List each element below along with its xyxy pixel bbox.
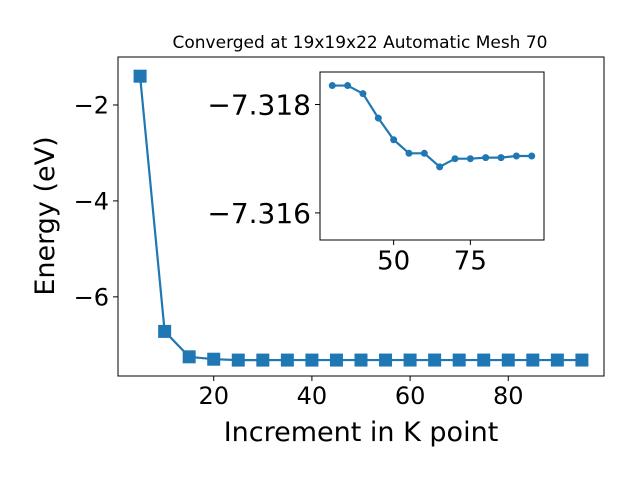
data-point <box>436 163 444 171</box>
data-point <box>466 155 474 163</box>
y-tick-label: −6 <box>74 283 109 311</box>
data-point <box>420 149 428 157</box>
data-point <box>379 353 393 367</box>
data-point <box>390 136 398 144</box>
data-point <box>477 353 491 367</box>
y-tick-label: −7.316 <box>207 197 311 230</box>
inset-axes-frame <box>319 71 545 241</box>
y-tick-label: −7.318 <box>207 89 311 122</box>
data-point <box>452 353 466 367</box>
data-point <box>482 154 490 162</box>
data-point <box>280 353 294 367</box>
y-tick-label: −2 <box>74 92 109 120</box>
x-tick-label: 60 <box>395 382 426 410</box>
data-point <box>207 352 221 366</box>
data-point <box>528 152 536 160</box>
y-tick-label: −4 <box>74 188 109 216</box>
x-tick-label: 75 <box>454 247 487 277</box>
data-point <box>428 353 442 367</box>
data-point <box>182 350 196 364</box>
data-point <box>359 90 367 98</box>
data-point <box>133 69 147 83</box>
x-tick-label: 40 <box>297 382 328 410</box>
data-point <box>374 114 382 122</box>
data-point <box>501 353 515 367</box>
data-point <box>512 152 520 160</box>
data-point <box>231 353 245 367</box>
main-plot-area: 20 40 60 80 −2 −4 −6 <box>74 69 589 410</box>
data-point <box>329 353 343 367</box>
main-axes-frame <box>117 56 605 377</box>
x-tick-label: 50 <box>377 247 410 277</box>
data-point <box>354 353 368 367</box>
data-point <box>403 353 417 367</box>
data-point <box>305 353 319 367</box>
data-point <box>526 353 540 367</box>
data-point <box>344 82 352 90</box>
y-axis-label: Energy (eV) <box>30 136 61 295</box>
chart-title: Converged at 19x19x22 Automatic Mesh 70 <box>173 33 548 53</box>
data-point <box>550 353 564 367</box>
data-point <box>575 353 589 367</box>
x-axis-label: Increment in K point <box>224 417 499 448</box>
inset-plot-area: 50 75 −7.318 −7.316 <box>207 82 536 277</box>
data-point <box>405 149 413 157</box>
x-tick-label: 20 <box>198 382 229 410</box>
data-point <box>451 155 459 163</box>
data-point <box>158 324 172 338</box>
data-point <box>328 82 336 90</box>
x-tick-label: 80 <box>493 382 524 410</box>
data-point <box>497 154 505 162</box>
data-point <box>256 353 270 367</box>
